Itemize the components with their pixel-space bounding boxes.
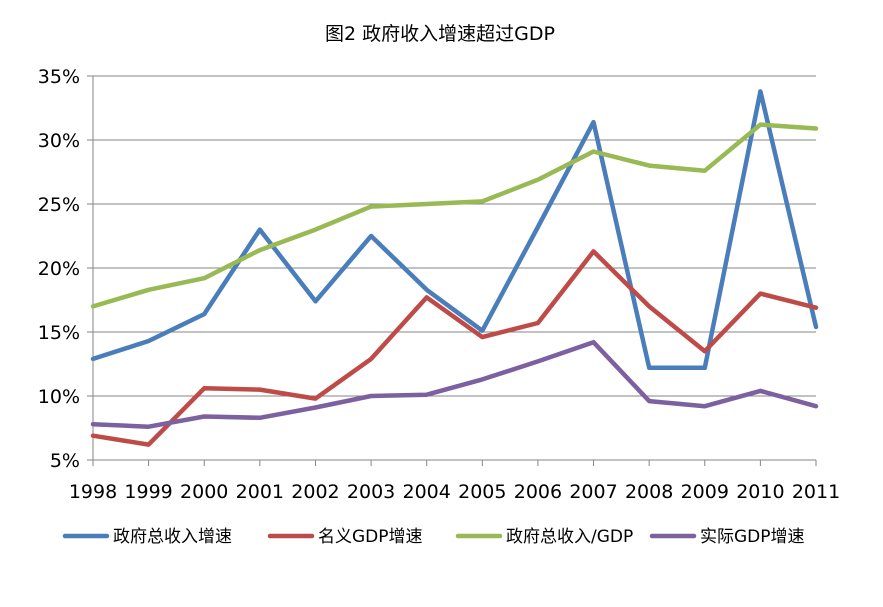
- gridlines: [93, 75, 816, 397]
- series-lines: [90, 89, 819, 447]
- x-tick-label: 2009: [681, 481, 729, 503]
- legend-label: 政府总收入/GDP: [506, 527, 633, 547]
- chart-title: 图2 政府收入增速超过GDP: [325, 23, 555, 45]
- x-tick-label: 2002: [291, 481, 339, 503]
- legend-label: 政府总收入增速: [113, 527, 232, 547]
- y-tick-label: 10%: [38, 386, 80, 408]
- x-tick-label: 2001: [236, 481, 284, 503]
- y-tick-labels: 5% 10% 15% 20% 25% 30% 35%: [38, 66, 80, 472]
- x-tick-label: 2003: [347, 481, 395, 503]
- legend: 政府总收入增速 名义GDP增速 政府总收入/GDP 实际GDP增速: [62, 527, 805, 547]
- series-line-1: [90, 89, 819, 371]
- axes: [87, 75, 817, 466]
- series-line-3: [90, 122, 819, 309]
- x-tick-label: 1998: [69, 481, 117, 503]
- series-line-2: [90, 249, 819, 447]
- legend-label: 实际GDP增速: [700, 527, 805, 547]
- y-tick-label: 20%: [38, 258, 80, 280]
- x-tick-label: 2004: [403, 481, 451, 503]
- x-tick-label: 2000: [180, 481, 228, 503]
- y-tick-label: 35%: [38, 66, 80, 88]
- y-tick-label: 25%: [38, 194, 80, 216]
- y-tick-label: 15%: [38, 322, 80, 344]
- legend-label: 名义GDP增速: [318, 527, 423, 547]
- x-tick-label: 2006: [514, 481, 562, 503]
- x-tick-label: 2005: [458, 481, 506, 503]
- x-tick-label: 2011: [792, 481, 840, 503]
- series-line-4: [90, 339, 819, 429]
- x-tick-label: 1999: [124, 481, 172, 503]
- y-tick-label: 5%: [50, 450, 80, 472]
- x-tick-labels: 1998 1999 2000 2001 2002 2003 2004 2005 2006 2007…: [69, 481, 840, 503]
- x-tick-label: 2007: [569, 481, 617, 503]
- x-tick-label: 2008: [625, 481, 673, 503]
- x-tick-label: 2010: [736, 481, 784, 503]
- y-tick-label: 30%: [38, 130, 80, 152]
